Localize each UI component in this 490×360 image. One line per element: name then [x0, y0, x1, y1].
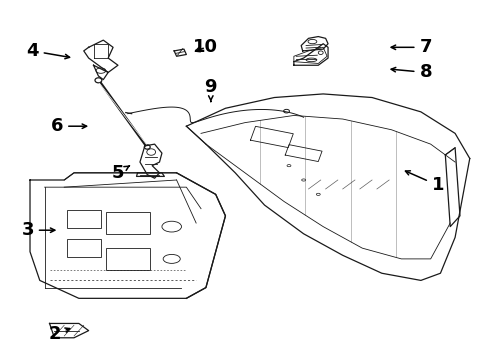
Text: 3: 3: [22, 221, 55, 239]
Text: 6: 6: [50, 117, 87, 135]
Text: 4: 4: [26, 42, 70, 60]
Text: 9: 9: [204, 78, 217, 102]
Text: 8: 8: [391, 63, 432, 81]
Text: 7: 7: [391, 38, 432, 56]
Text: 5: 5: [112, 164, 129, 182]
Text: 1: 1: [405, 171, 444, 194]
Text: 10: 10: [194, 38, 219, 56]
Text: 2: 2: [48, 325, 70, 343]
